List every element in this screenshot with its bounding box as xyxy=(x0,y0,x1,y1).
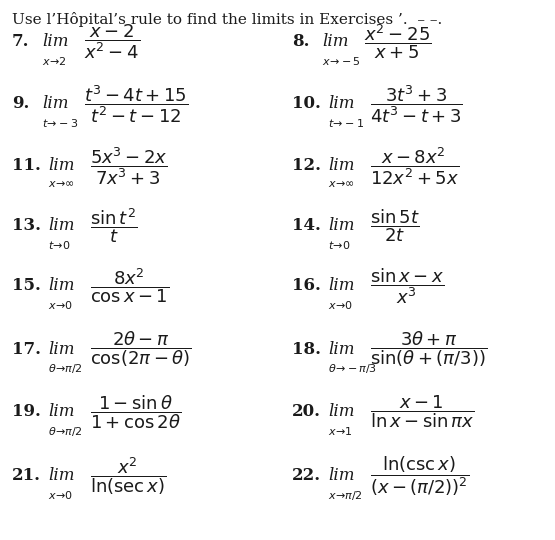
Text: lim: lim xyxy=(328,468,355,484)
Text: $\dfrac{3t^3 + 3}{4t^3 - t + 3}$: $\dfrac{3t^3 + 3}{4t^3 - t + 3}$ xyxy=(370,83,463,125)
Text: lim: lim xyxy=(328,278,355,294)
Text: lim: lim xyxy=(328,341,355,357)
Text: 7.: 7. xyxy=(12,33,29,51)
Text: lim: lim xyxy=(48,278,74,294)
Text: $\dfrac{1 - \sin\theta}{1 + \cos 2\theta}$: $\dfrac{1 - \sin\theta}{1 + \cos 2\theta… xyxy=(90,393,181,431)
Text: 19.: 19. xyxy=(12,403,41,421)
Text: 11.: 11. xyxy=(12,158,41,174)
Text: $\dfrac{8x^2}{\cos x - 1}$: $\dfrac{8x^2}{\cos x - 1}$ xyxy=(90,267,169,306)
Text: 21.: 21. xyxy=(12,468,41,484)
Text: lim: lim xyxy=(42,33,68,51)
Text: $x\!\to\!0$: $x\!\to\!0$ xyxy=(48,299,73,311)
Text: 17.: 17. xyxy=(12,341,41,357)
Text: $\theta\!\to\!\pi/2$: $\theta\!\to\!\pi/2$ xyxy=(48,362,83,375)
Text: Use l’Hôpital’s rule to find the limits in Exercises ’.  – –.: Use l’Hôpital’s rule to find the limits … xyxy=(12,12,442,27)
Text: lim: lim xyxy=(328,158,355,174)
Text: $\dfrac{\sin t^2}{t}$: $\dfrac{\sin t^2}{t}$ xyxy=(90,207,138,245)
Text: $\dfrac{t^3 - 4t + 15}{t^2 - t - 12}$: $\dfrac{t^3 - 4t + 15}{t^2 - t - 12}$ xyxy=(84,83,188,125)
Text: $\dfrac{2\theta - \pi}{\cos(2\pi - \theta)}$: $\dfrac{2\theta - \pi}{\cos(2\pi - \thet… xyxy=(90,329,191,369)
Text: 16.: 16. xyxy=(292,278,321,294)
Text: $x\!\to\!0$: $x\!\to\!0$ xyxy=(328,299,353,311)
Text: 12.: 12. xyxy=(292,158,321,174)
Text: $t\!\to\!-1$: $t\!\to\!-1$ xyxy=(328,117,364,129)
Text: $\dfrac{3\theta + \pi}{\sin(\theta + (\pi/3))}$: $\dfrac{3\theta + \pi}{\sin(\theta + (\p… xyxy=(370,329,487,369)
Text: $x\!\to\!1$: $x\!\to\!1$ xyxy=(328,425,353,437)
Text: 20.: 20. xyxy=(292,403,321,421)
Text: $\theta\!\to\!-\pi/3$: $\theta\!\to\!-\pi/3$ xyxy=(328,362,377,375)
Text: $\dfrac{\ln(\csc x)}{(x - (\pi/2))^2}$: $\dfrac{\ln(\csc x)}{(x - (\pi/2))^2}$ xyxy=(370,454,470,498)
Text: $\dfrac{x - 2}{x^2 - 4}$: $\dfrac{x - 2}{x^2 - 4}$ xyxy=(84,23,140,62)
Text: 8.: 8. xyxy=(292,33,310,51)
Text: lim: lim xyxy=(42,96,68,112)
Text: lim: lim xyxy=(328,403,355,421)
Text: 22.: 22. xyxy=(292,468,321,484)
Text: $t\!\to\!0$: $t\!\to\!0$ xyxy=(48,239,70,251)
Text: $\dfrac{\sin x - x}{x^3}$: $\dfrac{\sin x - x}{x^3}$ xyxy=(370,266,444,306)
Text: lim: lim xyxy=(48,403,74,421)
Text: $\dfrac{5x^3 - 2x}{7x^3 + 3}$: $\dfrac{5x^3 - 2x}{7x^3 + 3}$ xyxy=(90,145,168,187)
Text: $t\!\to\!0$: $t\!\to\!0$ xyxy=(328,239,351,251)
Text: $\dfrac{\sin 5t}{2t}$: $\dfrac{\sin 5t}{2t}$ xyxy=(370,208,420,244)
Text: 10.: 10. xyxy=(292,96,321,112)
Text: $x\!\to\!2$: $x\!\to\!2$ xyxy=(42,55,67,67)
Text: $\theta\!\to\!\pi/2$: $\theta\!\to\!\pi/2$ xyxy=(48,425,83,438)
Text: $x\!\to\!\infty$: $x\!\to\!\infty$ xyxy=(48,179,75,189)
Text: $t\!\to\!-3$: $t\!\to\!-3$ xyxy=(42,117,78,129)
Text: $x\!\to\!\infty$: $x\!\to\!\infty$ xyxy=(328,179,355,189)
Text: $\dfrac{x - 8x^2}{12x^2 + 5x}$: $\dfrac{x - 8x^2}{12x^2 + 5x}$ xyxy=(370,145,459,187)
Text: $\dfrac{x^2 - 25}{x + 5}$: $\dfrac{x^2 - 25}{x + 5}$ xyxy=(364,23,431,62)
Text: lim: lim xyxy=(48,218,74,234)
Text: $\dfrac{x^2}{\ln(\sec x)}$: $\dfrac{x^2}{\ln(\sec x)}$ xyxy=(90,455,166,497)
Text: 15.: 15. xyxy=(12,278,41,294)
Text: 18.: 18. xyxy=(292,341,321,357)
Text: 9.: 9. xyxy=(12,96,29,112)
Text: 13.: 13. xyxy=(12,218,41,234)
Text: $\dfrac{x - 1}{\ln x - \sin \pi x}$: $\dfrac{x - 1}{\ln x - \sin \pi x}$ xyxy=(370,394,475,430)
Text: 14.: 14. xyxy=(292,218,321,234)
Text: lim: lim xyxy=(322,33,349,51)
Text: $x\!\to\!0$: $x\!\to\!0$ xyxy=(48,489,73,501)
Text: $x\!\to\!-5$: $x\!\to\!-5$ xyxy=(322,55,361,67)
Text: lim: lim xyxy=(48,341,74,357)
Text: $x\!\to\!\pi/2$: $x\!\to\!\pi/2$ xyxy=(328,489,363,502)
Text: lim: lim xyxy=(328,96,355,112)
Text: lim: lim xyxy=(48,158,74,174)
Text: lim: lim xyxy=(328,218,355,234)
Text: lim: lim xyxy=(48,468,74,484)
